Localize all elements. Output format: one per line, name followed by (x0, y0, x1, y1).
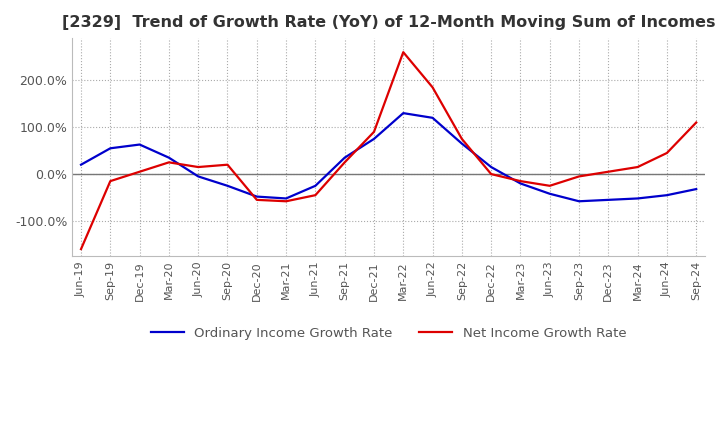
Net Income Growth Rate (369, 129, 378, 135)
Ordinary Income Growth Rate (428, 115, 437, 121)
Net Income Growth Rate (692, 120, 701, 125)
Ordinary Income Growth Rate (341, 155, 349, 160)
Ordinary Income Growth Rate (634, 196, 642, 201)
Legend: Ordinary Income Growth Rate, Net Income Growth Rate: Ordinary Income Growth Rate, Net Income … (145, 322, 631, 345)
Net Income Growth Rate (194, 165, 202, 170)
Ordinary Income Growth Rate (516, 181, 525, 186)
Net Income Growth Rate (135, 169, 144, 174)
Ordinary Income Growth Rate (106, 146, 114, 151)
Ordinary Income Growth Rate (77, 162, 86, 167)
Net Income Growth Rate (428, 85, 437, 90)
Ordinary Income Growth Rate (194, 174, 202, 179)
Line: Ordinary Income Growth Rate: Ordinary Income Growth Rate (81, 113, 696, 201)
Title: [2329]  Trend of Growth Rate (YoY) of 12-Month Moving Sum of Incomes: [2329] Trend of Growth Rate (YoY) of 12-… (62, 15, 716, 30)
Ordinary Income Growth Rate (575, 198, 583, 204)
Ordinary Income Growth Rate (311, 183, 320, 188)
Net Income Growth Rate (106, 179, 114, 184)
Net Income Growth Rate (662, 150, 671, 156)
Net Income Growth Rate (604, 169, 613, 174)
Net Income Growth Rate (282, 198, 290, 204)
Net Income Growth Rate (634, 165, 642, 170)
Net Income Growth Rate (253, 197, 261, 202)
Net Income Growth Rate (77, 246, 86, 252)
Ordinary Income Growth Rate (546, 191, 554, 196)
Ordinary Income Growth Rate (282, 196, 290, 201)
Ordinary Income Growth Rate (457, 141, 466, 146)
Line: Net Income Growth Rate: Net Income Growth Rate (81, 52, 696, 249)
Net Income Growth Rate (399, 50, 408, 55)
Net Income Growth Rate (546, 183, 554, 188)
Ordinary Income Growth Rate (369, 136, 378, 142)
Ordinary Income Growth Rate (399, 110, 408, 116)
Net Income Growth Rate (223, 162, 232, 167)
Net Income Growth Rate (487, 172, 495, 177)
Net Income Growth Rate (341, 160, 349, 165)
Net Income Growth Rate (516, 179, 525, 184)
Ordinary Income Growth Rate (604, 197, 613, 202)
Ordinary Income Growth Rate (165, 155, 174, 160)
Ordinary Income Growth Rate (253, 194, 261, 199)
Ordinary Income Growth Rate (487, 165, 495, 170)
Net Income Growth Rate (457, 136, 466, 142)
Ordinary Income Growth Rate (223, 183, 232, 188)
Net Income Growth Rate (165, 160, 174, 165)
Ordinary Income Growth Rate (662, 193, 671, 198)
Net Income Growth Rate (311, 193, 320, 198)
Net Income Growth Rate (575, 174, 583, 179)
Ordinary Income Growth Rate (135, 142, 144, 147)
Ordinary Income Growth Rate (692, 187, 701, 192)
